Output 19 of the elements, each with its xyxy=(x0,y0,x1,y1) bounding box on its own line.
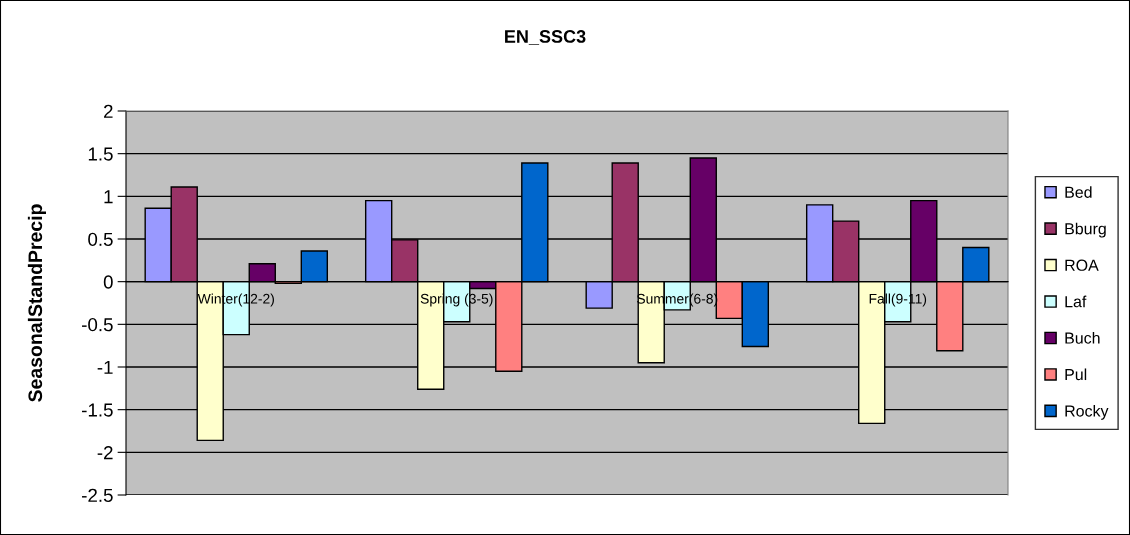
y-tick-label: -1 xyxy=(97,360,113,374)
y-tick-label: -2.5 xyxy=(82,488,113,502)
y-tick-label: 2 xyxy=(104,104,113,118)
y-tick-label: 0.5 xyxy=(88,232,113,246)
y-tick-label: -1.5 xyxy=(82,403,113,417)
y-tick-label: 1 xyxy=(104,190,113,204)
legend-label: Pul xyxy=(1065,368,1087,381)
legend-label: ROA xyxy=(1065,259,1099,271)
y-tick-label: -2 xyxy=(97,446,113,460)
legend-label: Bed xyxy=(1065,186,1092,198)
legend-label: Rocky xyxy=(1065,404,1109,420)
legend-label: Buch xyxy=(1065,332,1100,344)
y-tick-label: 0 xyxy=(103,275,113,289)
legend-label: Laf xyxy=(1065,295,1087,308)
y-axis-title: SeasonalStandPrecip xyxy=(27,204,46,402)
y-tick-label: 1.5 xyxy=(88,147,113,161)
y-tick-label: -0.5 xyxy=(82,318,113,332)
chart-title: EN_SSC3 xyxy=(505,30,586,45)
legend-label: Bburg xyxy=(1065,222,1106,238)
